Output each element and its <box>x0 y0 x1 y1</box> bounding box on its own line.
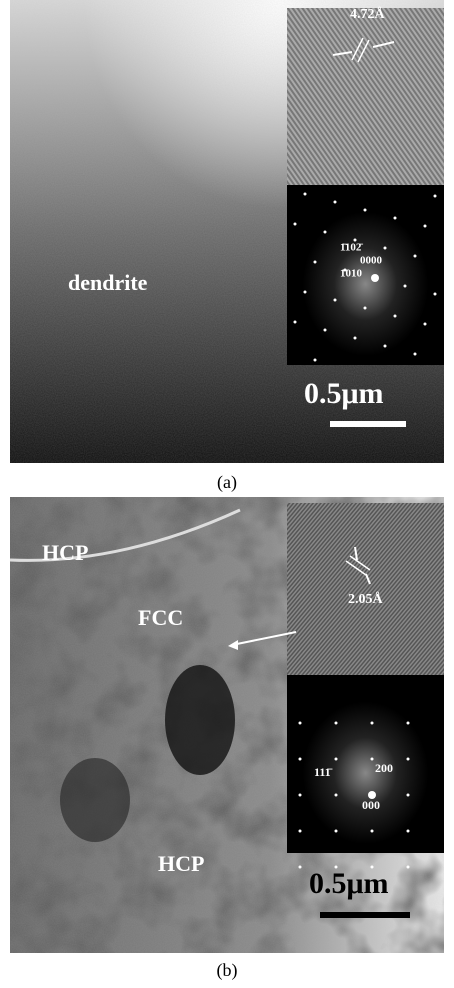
fft-spot <box>407 758 410 761</box>
page: 4.72Å 1̄102̄ 0000 1̄010 dendrite 0.5μm (… <box>0 0 454 988</box>
fft-spot <box>299 866 302 869</box>
fft-spot <box>364 209 367 212</box>
diffraction-index: 1̄010 <box>340 268 363 280</box>
phase-label: FCC <box>138 605 183 630</box>
fft-spot <box>335 722 338 725</box>
fft-spot <box>334 299 337 302</box>
fft-spot <box>414 255 417 258</box>
diffraction-index: 1̄102̄ <box>340 242 363 254</box>
panel-b: 2.05Å 111̄ 200 000 HCP FCC HCP 0.5μm (b) <box>10 497 444 981</box>
panel-a: 4.72Å 1̄102̄ 0000 1̄010 dendrite 0.5μm (… <box>10 0 444 493</box>
scale-bar-label: 0.5μm <box>304 377 384 410</box>
fft-spot <box>314 261 317 264</box>
fft-spot <box>335 794 338 797</box>
diffraction-index: 111̄ <box>314 765 333 779</box>
caption: (a) <box>217 472 237 493</box>
fft-spot <box>371 830 374 833</box>
fft-spot <box>334 201 337 204</box>
fft-spot <box>304 193 307 196</box>
fft-spot <box>371 722 374 725</box>
fft-spot <box>304 291 307 294</box>
fft-inset <box>287 185 444 365</box>
lattice-spacing: 4.72Å <box>350 6 386 22</box>
diffraction-index: 200 <box>375 761 393 775</box>
fft-spot <box>407 866 410 869</box>
fft-spot <box>364 307 367 310</box>
fft-spot <box>299 758 302 761</box>
fft-spot <box>294 223 297 226</box>
fft-spot <box>407 830 410 833</box>
fft-spot <box>414 353 417 356</box>
fft-spot <box>354 337 357 340</box>
fft-spot <box>394 315 397 318</box>
fft-inset <box>287 675 444 853</box>
fft-spot <box>371 274 379 282</box>
fft-spot <box>335 758 338 761</box>
fft-spot <box>299 830 302 833</box>
fft-spot <box>294 321 297 324</box>
hrtem-inset <box>287 8 444 185</box>
fft-spot <box>424 225 427 228</box>
fft-spot <box>407 794 410 797</box>
fft-spot <box>424 323 427 326</box>
fft-spot <box>314 359 317 362</box>
fft-spot <box>371 758 374 761</box>
scale-bar-label: 0.5μm <box>309 867 389 900</box>
lattice-spacing: 2.05Å <box>348 591 384 607</box>
fft-spot <box>335 830 338 833</box>
fft-spot <box>299 722 302 725</box>
diffraction-index: 0000 <box>360 255 383 267</box>
fft-spot <box>384 345 387 348</box>
fft-spot <box>407 722 410 725</box>
figure: 4.72Å 1̄102̄ 0000 1̄010 dendrite 0.5μm (… <box>0 0 454 988</box>
dark-grain <box>60 758 130 842</box>
fft-spot <box>434 195 437 198</box>
caption: (b) <box>217 960 238 981</box>
scale-bar <box>320 912 410 918</box>
fft-spot <box>324 329 327 332</box>
fft-spot <box>384 247 387 250</box>
phase-label: HCP <box>158 851 204 876</box>
fft-spot <box>404 285 407 288</box>
region-label: dendrite <box>68 270 148 295</box>
hrtem-inset <box>287 503 444 675</box>
fft-spot <box>324 231 327 234</box>
fft-spot <box>299 794 302 797</box>
fft-spot <box>434 293 437 296</box>
phase-label: HCP <box>42 540 88 565</box>
fft-spot <box>394 217 397 220</box>
scale-bar <box>330 421 406 427</box>
dark-grain <box>165 665 235 775</box>
diffraction-index: 000 <box>362 798 380 812</box>
